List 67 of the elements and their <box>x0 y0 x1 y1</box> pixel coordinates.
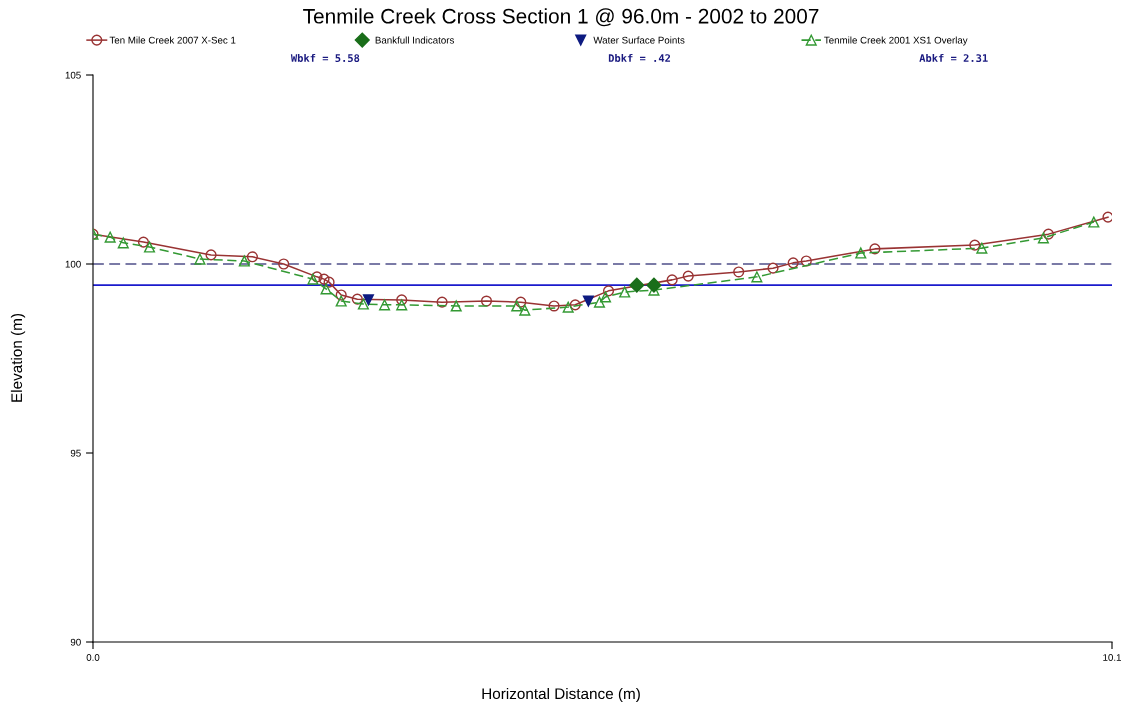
point <box>307 273 319 285</box>
point <box>1042 228 1054 240</box>
point <box>599 291 612 303</box>
point <box>357 298 369 310</box>
point <box>548 300 560 312</box>
legend-label: Tenmile Creek 2001 XS1 Overlay <box>824 36 968 46</box>
point <box>246 251 258 263</box>
point <box>351 293 363 305</box>
point <box>104 231 116 243</box>
point <box>436 296 448 308</box>
point <box>194 253 206 265</box>
point <box>1088 216 1100 228</box>
point <box>602 285 615 297</box>
point <box>976 242 988 254</box>
point <box>619 286 631 298</box>
point <box>646 277 662 293</box>
point <box>969 239 981 251</box>
legend-label: Ten Mile Creek 2007 X-Sec 1 <box>109 36 236 44</box>
y-tick-label: 100 <box>65 260 81 268</box>
point <box>335 289 347 301</box>
text: Wbkf = 5.58 <box>290 53 360 63</box>
point <box>787 257 799 269</box>
point <box>515 296 527 308</box>
text: Abkf = 2.31 <box>919 53 988 63</box>
chart-title: Tenmile Creek Cross Section 1 @ 96.0m - 2002 to 2007 <box>303 8 819 27</box>
point <box>1102 211 1112 223</box>
point <box>593 296 606 308</box>
point <box>238 255 250 267</box>
point <box>450 300 462 312</box>
point <box>582 295 594 307</box>
point <box>733 266 745 278</box>
point <box>335 295 347 307</box>
point <box>562 301 574 313</box>
point <box>666 274 678 286</box>
point <box>311 271 323 283</box>
point <box>1037 232 1049 244</box>
point <box>362 294 374 306</box>
y-tick-label: 90 <box>70 638 81 646</box>
point <box>143 241 156 253</box>
point <box>569 299 581 311</box>
point <box>767 262 779 274</box>
point <box>320 283 332 295</box>
point <box>519 304 531 316</box>
y-tick-label: 95 <box>70 449 81 457</box>
x-axis-title: Horizontal Distance (m) <box>482 687 640 703</box>
y-axis-title: Elevation (m) <box>10 313 26 402</box>
point <box>323 276 335 288</box>
point <box>682 270 694 282</box>
point <box>137 236 150 248</box>
text: Dbkf = .42 <box>608 53 671 63</box>
point <box>751 271 763 283</box>
point <box>278 258 290 270</box>
point <box>117 237 129 249</box>
legend-label: Water Surface Points <box>593 36 685 44</box>
point <box>379 299 391 311</box>
x-tick-label: 10.1 <box>1103 654 1121 661</box>
y-tick-label: 105 <box>65 71 81 79</box>
point <box>396 299 408 311</box>
legend-label: Bankfull Indicators <box>375 36 454 44</box>
point <box>511 300 523 312</box>
point <box>318 273 330 285</box>
point <box>480 295 493 307</box>
point <box>205 249 217 261</box>
x-tick-label: 0.0 <box>86 654 100 661</box>
point <box>855 247 867 259</box>
point <box>869 243 881 255</box>
point <box>629 277 645 293</box>
